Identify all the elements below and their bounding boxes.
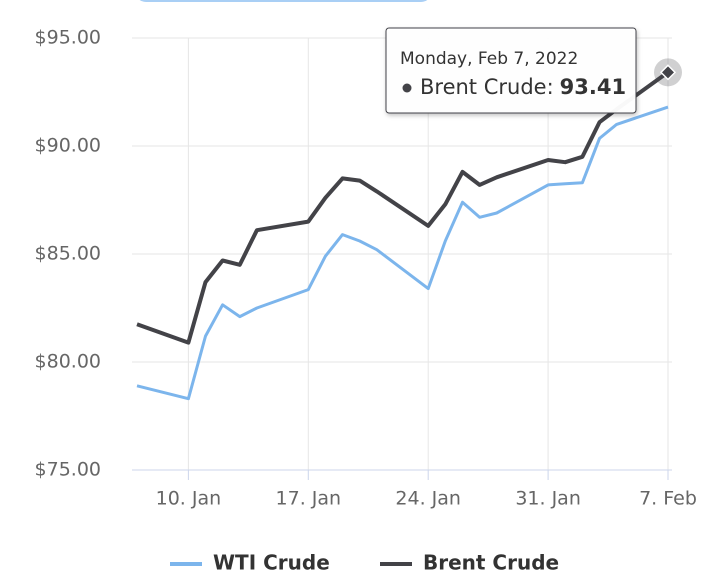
x-tick-label: 10. Jan (156, 488, 222, 510)
tooltip-date: Monday, Feb 7, 2022 (400, 49, 578, 69)
tooltip-box (385, 27, 637, 114)
series-line (136, 105, 669, 401)
x-tick-label: 7. Feb (639, 488, 697, 510)
y-tick-label: $95.00 (35, 27, 101, 49)
y-tick-label: $85.00 (35, 243, 101, 265)
tooltip-value: 93.41 (560, 75, 626, 99)
tooltip-series: Brent Crude: (420, 75, 554, 99)
x-tick-label: 24. Jan (395, 488, 461, 510)
y-tick-label: $75.00 (35, 459, 101, 481)
tooltip-dot (402, 83, 412, 93)
legend-label[interactable]: Brent Crude (423, 551, 559, 575)
legend-label[interactable]: WTI Crude (213, 551, 330, 575)
tooltip-line: Brent Crude: 93.41 (420, 75, 626, 99)
x-tick-label: 31. Jan (515, 488, 581, 510)
y-tick-label: $90.00 (35, 135, 101, 157)
top-button[interactable] (135, 0, 432, 2)
y-tick-label: $80.00 (35, 351, 101, 373)
series-line (136, 70, 670, 345)
x-tick-label: 17. Jan (276, 488, 342, 510)
hover-marker (659, 64, 677, 81)
